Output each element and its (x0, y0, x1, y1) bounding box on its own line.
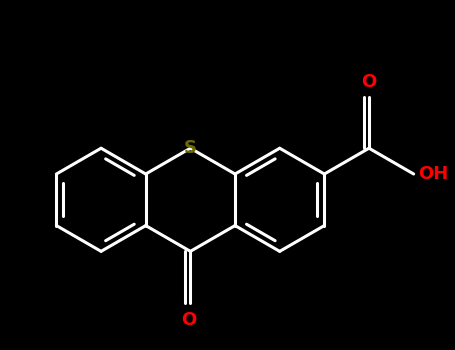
Text: O: O (361, 73, 377, 91)
Text: O: O (181, 311, 196, 329)
Text: S: S (184, 139, 197, 157)
Text: OH: OH (419, 165, 449, 183)
